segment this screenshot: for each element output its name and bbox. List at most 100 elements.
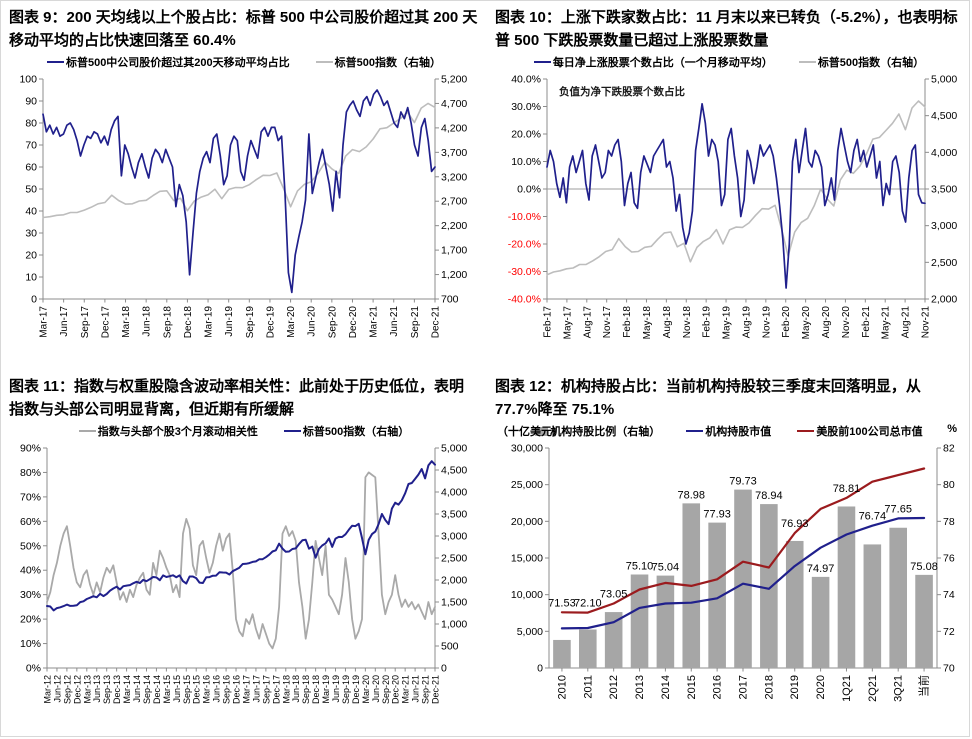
line-series xyxy=(46,471,436,650)
svg-text:Jun-13: Jun-13 xyxy=(92,675,102,703)
svg-text:20: 20 xyxy=(25,250,37,262)
svg-text:Dec-14: Dec-14 xyxy=(152,675,162,704)
svg-text:2,200: 2,200 xyxy=(441,220,467,232)
chart-title: 图表 11：指数与权重股隐含波动率相关性：此前处于历史低位，表明指数与头部公司明… xyxy=(9,378,465,418)
svg-text:4,700: 4,700 xyxy=(441,98,467,110)
svg-text:Dec-17: Dec-17 xyxy=(271,675,281,704)
svg-text:40%: 40% xyxy=(20,565,41,577)
legend-line-swatch xyxy=(78,430,96,432)
svg-text:5,200: 5,200 xyxy=(441,74,467,86)
svg-text:3,700: 3,700 xyxy=(441,147,467,159)
legend-label: 指数与头部个股3个月滚动相关性 xyxy=(97,426,258,438)
svg-text:Aug-17: Aug-17 xyxy=(582,306,593,339)
svg-text:May-17: May-17 xyxy=(562,306,573,340)
svg-text:2016: 2016 xyxy=(712,675,724,699)
chart-panel-figure-12: 图表 12：机构持股占比：当前机构持股较三季度末回落明显，从 77.7%降至 7… xyxy=(487,370,971,738)
svg-text:-40.0%: -40.0% xyxy=(508,294,541,306)
svg-text:Jun-12: Jun-12 xyxy=(52,675,62,703)
legend: 标普500中公司股价超过其200天移动平均占比 标普500指数（右轴） xyxy=(5,53,483,71)
legend: 每日净上涨股票个数占比（一个月移动平均） 标普500指数（右轴） xyxy=(491,53,967,71)
svg-text:Sep-21: Sep-21 xyxy=(421,675,431,704)
legend-label: 标普500指数（右轴） xyxy=(334,57,442,69)
svg-text:2017: 2017 xyxy=(738,675,750,699)
svg-text:700: 700 xyxy=(441,294,459,306)
svg-text:2019: 2019 xyxy=(789,675,801,699)
svg-text:Nov-21: Nov-21 xyxy=(921,306,932,339)
svg-text:Sep-12: Sep-12 xyxy=(62,675,72,704)
svg-text:78.94: 78.94 xyxy=(755,490,783,502)
svg-text:72.10: 72.10 xyxy=(574,598,602,610)
svg-text:72: 72 xyxy=(943,626,955,638)
svg-text:90%: 90% xyxy=(20,443,41,455)
svg-text:70%: 70% xyxy=(20,491,41,503)
plot-annotation: 负值为净下跌股票个数占比 xyxy=(559,85,685,98)
svg-text:Feb-17: Feb-17 xyxy=(543,306,554,338)
bar xyxy=(863,544,882,668)
svg-text:75.08: 75.08 xyxy=(910,561,938,573)
svg-text:Sep-14: Sep-14 xyxy=(142,675,152,704)
svg-text:May-21: May-21 xyxy=(881,306,892,340)
plot: 0 10 20 30 40 50 60 70 80 90 100 700 1,200 1,700 2,200… xyxy=(5,71,483,368)
chart-svg: 0 5,000 10,000 15,000 20,000 25,000 30,000 70 72… xyxy=(511,443,955,702)
svg-text:Sep-18: Sep-18 xyxy=(301,675,311,704)
svg-text:10%: 10% xyxy=(20,638,41,650)
legend-item: 标普500指数（右轴） xyxy=(283,423,409,439)
svg-text:10,000: 10,000 xyxy=(511,589,543,601)
svg-text:20,000: 20,000 xyxy=(511,516,543,528)
legend-label: 机构持股比例（右轴） xyxy=(550,426,661,438)
svg-text:60%: 60% xyxy=(20,516,41,528)
svg-text:Feb-20: Feb-20 xyxy=(781,306,792,338)
svg-text:Dec-15: Dec-15 xyxy=(192,675,202,704)
svg-text:5,000: 5,000 xyxy=(517,626,543,638)
svg-text:Mar-13: Mar-13 xyxy=(82,675,92,704)
svg-text:2Q21: 2Q21 xyxy=(867,675,879,702)
svg-text:Sep-20: Sep-20 xyxy=(381,675,391,704)
svg-text:Sep-19: Sep-19 xyxy=(341,675,351,704)
svg-text:Aug-18: Aug-18 xyxy=(662,306,673,339)
legend-label: 机构持股市值 xyxy=(705,426,772,438)
svg-text:Dec-21: Dec-21 xyxy=(431,675,441,704)
svg-text:73.05: 73.05 xyxy=(600,588,628,600)
svg-text:Sep-17: Sep-17 xyxy=(261,675,271,704)
svg-text:Sep-15: Sep-15 xyxy=(182,675,192,704)
svg-text:Jun-17: Jun-17 xyxy=(59,306,70,337)
line-series xyxy=(42,89,436,294)
svg-text:Sep-20: Sep-20 xyxy=(327,306,338,339)
svg-text:1,200: 1,200 xyxy=(441,269,467,281)
svg-text:Mar-19: Mar-19 xyxy=(321,675,331,704)
svg-text:Jun-17: Jun-17 xyxy=(251,675,261,703)
svg-text:2012: 2012 xyxy=(608,675,620,699)
svg-text:50: 50 xyxy=(25,184,37,196)
legend-line-swatch xyxy=(533,61,551,63)
svg-text:Aug-21: Aug-21 xyxy=(901,306,912,339)
bar xyxy=(734,489,752,668)
svg-text:71.53: 71.53 xyxy=(548,597,576,609)
svg-text:40: 40 xyxy=(25,206,37,218)
svg-text:1Q21: 1Q21 xyxy=(841,675,853,702)
bar xyxy=(837,506,856,668)
bar xyxy=(579,629,597,668)
svg-text:Dec-16: Dec-16 xyxy=(232,675,242,704)
svg-text:76.74: 76.74 xyxy=(859,511,887,523)
bar xyxy=(604,612,623,668)
legend-item: 美股前100公司总市值 xyxy=(797,423,923,439)
svg-text:Nov-20: Nov-20 xyxy=(841,306,852,339)
svg-text:Mar-20: Mar-20 xyxy=(286,306,297,338)
svg-text:80: 80 xyxy=(25,118,37,130)
svg-text:Mar-16: Mar-16 xyxy=(202,675,212,704)
svg-text:77.93: 77.93 xyxy=(703,509,731,521)
legend-item: 机构持股比例（右轴） xyxy=(535,423,660,439)
legend-bar-swatch xyxy=(535,426,549,436)
svg-text:15,000: 15,000 xyxy=(511,553,543,565)
right-axis: 2,000 2,500 3,000 3,500 4,000 4,500 5,000 xyxy=(924,74,957,306)
svg-text:-30.0%: -30.0% xyxy=(508,266,541,278)
svg-text:Mar-18: Mar-18 xyxy=(281,675,291,704)
svg-text:Jun-21: Jun-21 xyxy=(411,675,421,703)
svg-text:Jun-20: Jun-20 xyxy=(307,306,318,337)
svg-text:2014: 2014 xyxy=(660,675,672,699)
chart-svg: 40.0% 30.0% 20.0% 10.0% 0.0% -10.0% -20.0% -30.… xyxy=(508,74,958,340)
svg-text:2013: 2013 xyxy=(634,675,646,699)
svg-text:2010: 2010 xyxy=(556,675,568,699)
svg-text:1,000: 1,000 xyxy=(441,619,467,631)
svg-text:Jun-18: Jun-18 xyxy=(291,675,301,703)
